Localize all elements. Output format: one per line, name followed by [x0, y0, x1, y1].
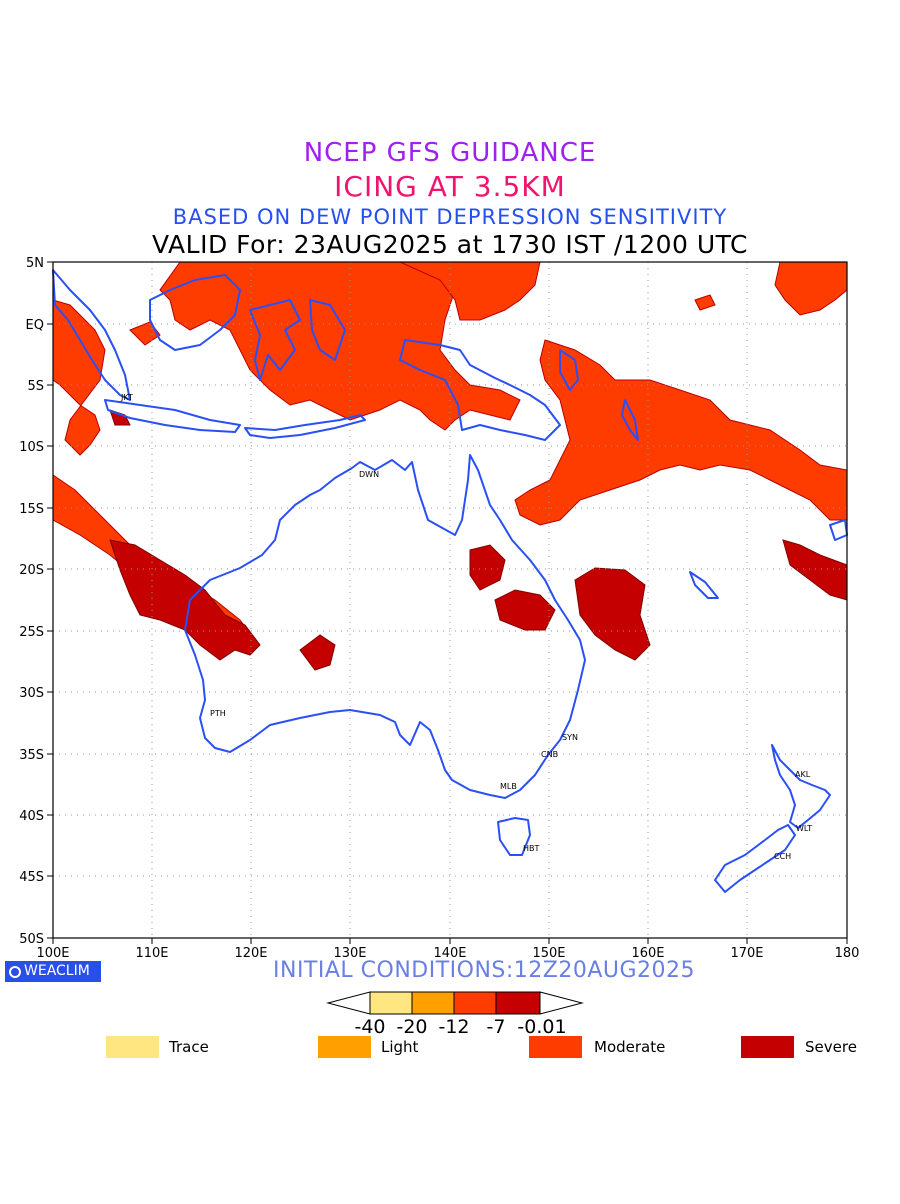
city-label-hbt: HBT — [523, 844, 540, 853]
lat-tick-10s: 10S — [19, 440, 44, 455]
lon-tick-150e: 150E — [532, 946, 565, 961]
lat-tick-15s: 15S — [19, 502, 44, 517]
coast-nz-north — [771, 744, 831, 829]
coast-nz-south — [714, 824, 796, 893]
moderate-region-dot1 — [129, 321, 161, 346]
lat-tick-labels: 5N EQ 5S 10S 15S 20S 25S 30S 35S 40S 45S… — [19, 256, 44, 947]
coast-tasmania — [497, 817, 531, 856]
city-label-akl: AKL — [795, 770, 811, 779]
weaclim-badge: WEACLIM — [5, 961, 101, 982]
colorbar-label-5: -0.01 — [517, 1016, 566, 1038]
city-label-cnb: CNB — [541, 750, 558, 759]
legend-label-trace: Trace — [169, 1038, 209, 1056]
lat-tick-30s: 30S — [19, 686, 44, 701]
lon-tick-120e: 120E — [234, 946, 267, 961]
legend-swatch-trace — [106, 1036, 159, 1058]
lat-tick-25s: 25S — [19, 625, 44, 640]
lon-tick-160e: 160E — [631, 946, 664, 961]
severe-region-central — [299, 634, 336, 671]
lat-tick-5n: 5N — [26, 256, 44, 271]
city-label-jkt: JKT — [120, 393, 133, 402]
city-label-wlt: WLT — [796, 824, 812, 833]
city-label-syn: SYN — [562, 733, 578, 742]
legend-swatch-severe — [741, 1036, 794, 1058]
city-label-mlb: MLB — [500, 782, 517, 791]
legend-label-severe: Severe — [805, 1038, 857, 1056]
coast-solomon — [559, 349, 579, 391]
title-method: BASED ON DEW POINT DEPRESSION SENSITIVIT… — [172, 205, 728, 229]
coast-lesser-sunda — [244, 414, 366, 439]
colorbar-swatch-severe — [495, 991, 541, 1015]
initial-conditions: INITIAL CONDITIONS:12Z20AUG2025 — [273, 958, 696, 983]
colorbar-swatch-light — [411, 991, 455, 1015]
badge-text: WEACLIM — [24, 963, 90, 979]
severe-region-queensland2 — [494, 589, 556, 631]
colorbar-right-arrow — [539, 991, 584, 1015]
lon-tick-140e: 140E — [433, 946, 466, 961]
city-labels: JKT DWN PTH SYN CNB MLB HBT AKL WLT CCH — [120, 393, 812, 861]
coastlines — [52, 269, 848, 893]
colorbar-label-1: -40 — [354, 1016, 385, 1038]
city-label-dwn: DWN — [359, 470, 379, 479]
moderate-region-png — [399, 261, 541, 321]
lat-tick-20s: 20S — [19, 563, 44, 578]
severe-region-western — [109, 539, 261, 661]
colorbar-swatch-trace — [369, 991, 413, 1015]
title-model: NCEP GFS GUIDANCE — [303, 138, 597, 168]
coast-maluku — [309, 299, 346, 361]
colorbar-label-3: -12 — [438, 1016, 469, 1038]
lon-tick-180: 180 — [835, 946, 860, 961]
coast-borneo — [149, 274, 241, 351]
lat-tick-eq: EQ — [26, 318, 44, 333]
coast-sumatra — [52, 269, 131, 401]
lat-tick-35s: 35S — [19, 748, 44, 763]
lon-tick-labels: 100E 110E 120E 130E 140E 150E 160E 170E … — [36, 946, 859, 961]
legend-label-moderate: Moderate — [594, 1038, 666, 1056]
coast-sulawesi — [249, 299, 301, 381]
moderate-region-dot2 — [694, 294, 716, 311]
lat-tick-40s: 40S — [19, 809, 44, 824]
lat-tick-5s: 5S — [27, 379, 44, 394]
city-label-cch: CCH — [774, 852, 791, 861]
copyright-icon — [9, 966, 21, 978]
lon-tick-100e: 100E — [36, 946, 69, 961]
colorbar-left-arrow — [326, 991, 371, 1015]
coast-australia — [184, 454, 586, 799]
coast-new-caledonia — [689, 571, 719, 599]
lon-tick-130e: 130E — [333, 946, 366, 961]
lat-tick-50s: 50S — [19, 932, 44, 947]
severe-icing-regions — [109, 409, 848, 671]
colorbar-label-2: -20 — [396, 1016, 427, 1038]
legend-swatch-moderate — [529, 1036, 582, 1058]
moderate-region-northwest — [52, 299, 106, 456]
legend-label-light: Light — [381, 1038, 419, 1056]
moderate-region-coral-sea — [514, 339, 848, 526]
severe-region-queensland — [469, 544, 506, 591]
city-label-pth: PTH — [210, 709, 226, 718]
severe-region-coral — [574, 567, 651, 661]
legend-swatch-light — [318, 1036, 371, 1058]
tick-marks — [47, 261, 848, 944]
coast-png — [399, 339, 561, 441]
title-valid-time: VALID For: 23AUG2025 at 1730 IST /1200 U… — [152, 230, 748, 259]
lat-tick-45s: 45S — [19, 870, 44, 885]
colorbar: -40 -20 -12 -7 -0.01 — [326, 991, 584, 1038]
colorbar-swatch-moderate — [453, 991, 497, 1015]
coast-vanuatu — [621, 399, 639, 441]
coast-java — [104, 399, 241, 433]
colorbar-label-4: -7 — [487, 1016, 506, 1038]
title-product: ICING AT 3.5KM — [334, 170, 566, 203]
lon-tick-170e: 170E — [730, 946, 763, 961]
lon-tick-110e: 110E — [135, 946, 168, 961]
